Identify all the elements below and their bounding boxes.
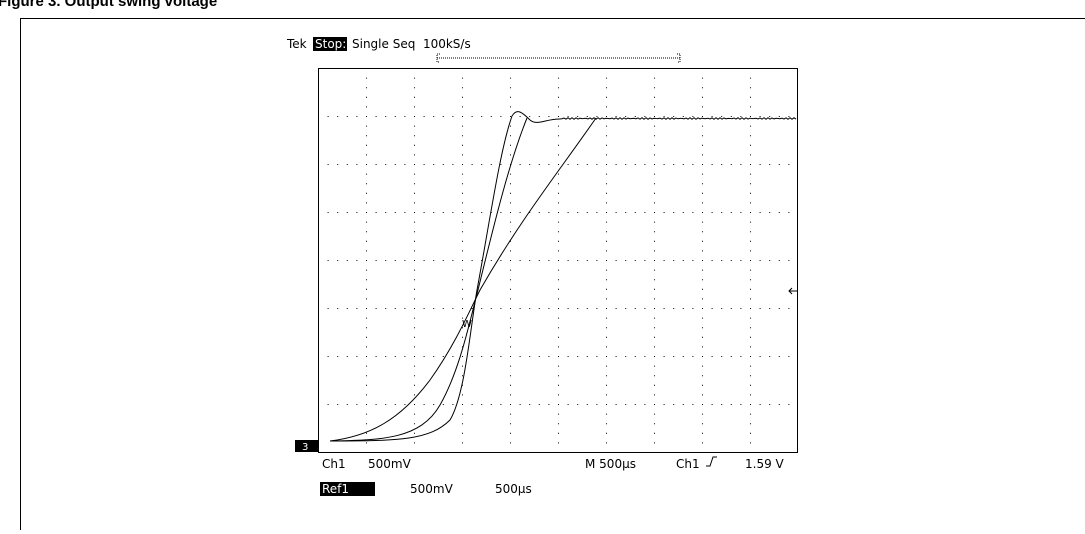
trigger-level: 1.59 V bbox=[745, 457, 785, 471]
ref-time: 500µs bbox=[495, 482, 532, 496]
trigger-source: Ch1 bbox=[676, 457, 700, 471]
volts-div: 500mV bbox=[368, 457, 412, 471]
record-bracket bbox=[437, 54, 680, 62]
channel: Ch1 bbox=[322, 457, 346, 471]
ref-name: Ref1 bbox=[322, 482, 349, 496]
traces bbox=[330, 112, 796, 441]
brand: Tek bbox=[286, 37, 307, 51]
timebase: M 500µs bbox=[585, 457, 636, 471]
acquisition: Single Seq 100kS/s bbox=[352, 37, 471, 51]
frame bbox=[21, 19, 1085, 531]
trigger-marker: W bbox=[462, 319, 472, 330]
state: Stop: bbox=[315, 37, 346, 51]
trace-flat bbox=[560, 118, 796, 120]
graticule bbox=[318, 68, 797, 452]
figure-title: Figure 3. Output swing voltage bbox=[0, 0, 217, 10]
trigger-slope bbox=[706, 457, 717, 466]
ref-volts: 500mV bbox=[410, 482, 454, 496]
trace-fast bbox=[330, 112, 560, 441]
ground-marker: 3 bbox=[302, 442, 308, 453]
level-arrow bbox=[789, 288, 797, 294]
trace-medium bbox=[330, 118, 527, 441]
